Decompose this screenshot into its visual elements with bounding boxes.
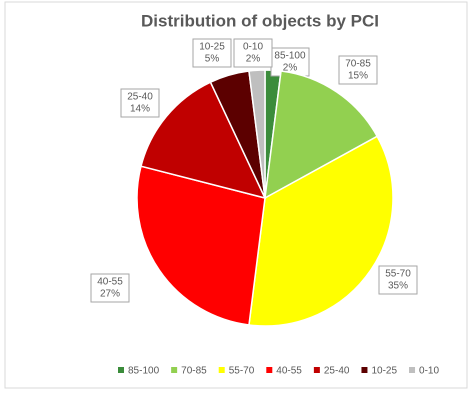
slice-category-label: 55-70 <box>385 269 411 280</box>
label-box <box>233 38 273 68</box>
legend-swatch <box>266 367 273 373</box>
legend-label: 10-25 <box>371 366 397 377</box>
pie-slice <box>248 69 266 199</box>
legend-label: 85-100 <box>128 366 160 377</box>
label-box <box>192 38 232 68</box>
slice-category-label: 10-25 <box>199 42 225 53</box>
label-box <box>90 273 130 303</box>
pie-slice <box>264 70 379 200</box>
legend-swatch <box>171 367 178 373</box>
label-box <box>378 265 418 295</box>
label-box <box>338 55 378 85</box>
legend-swatch <box>118 367 124 373</box>
slice-value-label: 14% <box>130 104 150 115</box>
slice-value-label: 2% <box>246 54 261 65</box>
slice-value-label: 27% <box>100 289 120 300</box>
slice-category-label: 0-10 <box>243 42 263 53</box>
slice-category-label: 85-100 <box>274 51 306 62</box>
pie-slice <box>140 81 267 200</box>
legend-swatch <box>313 367 320 373</box>
pie-slice <box>136 165 266 326</box>
legend-label: 55-70 <box>229 366 255 377</box>
slice-category-label: 70-85 <box>345 59 371 70</box>
slice-category-label: 25-40 <box>127 92 153 103</box>
pie-slice <box>248 135 394 327</box>
slice-category-label: 40-55 <box>97 277 123 288</box>
legend-label: 70-85 <box>181 366 207 377</box>
legend-swatch <box>361 367 368 373</box>
slice-value-label: 2% <box>283 63 298 74</box>
slice-value-label: 5% <box>205 54 220 65</box>
legend-swatch <box>218 367 225 373</box>
slice-value-label: 35% <box>388 281 408 292</box>
legend-swatch <box>409 367 416 373</box>
legend-label: 0-10 <box>419 366 439 377</box>
label-box <box>120 88 160 118</box>
slice-value-label: 15% <box>348 71 368 82</box>
legend-label: 40-55 <box>276 366 302 377</box>
chart-title: Distribution of objects by PCI <box>141 11 379 30</box>
legend-label: 25-40 <box>324 366 350 377</box>
